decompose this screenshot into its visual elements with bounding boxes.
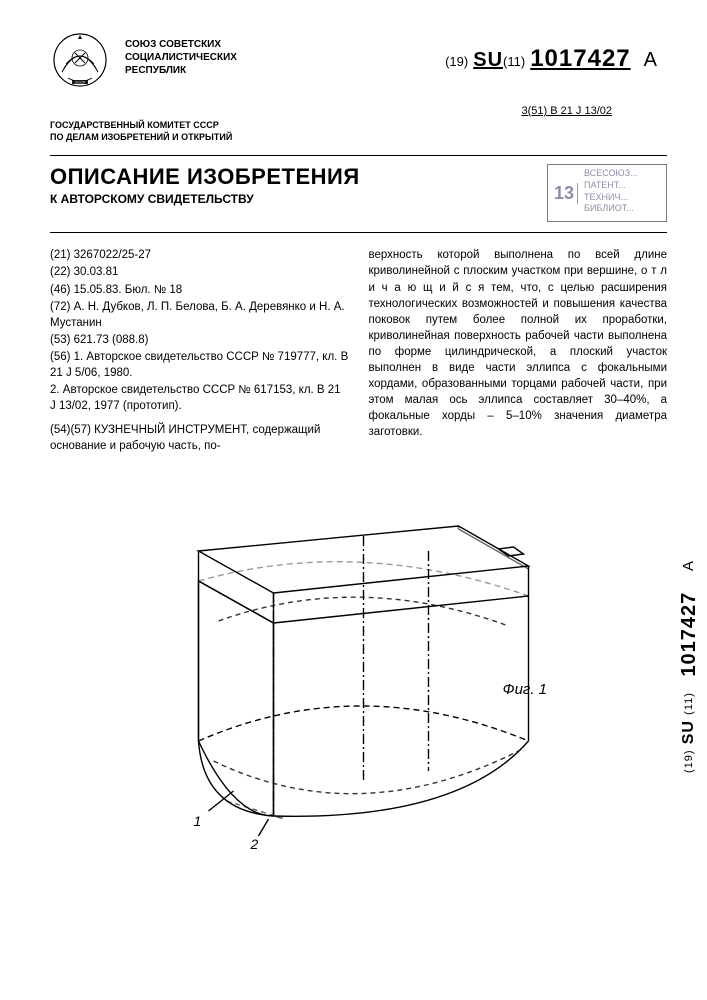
main-title: ОПИСАНИЕ ИЗОБРЕТЕНИЯ xyxy=(50,164,547,190)
field-53: (53) 621.73 (088.8) xyxy=(50,332,349,348)
patent-suffix: A xyxy=(644,49,657,71)
sub-title: К АВТОРСКОМУ СВИДЕТЕЛЬСТВУ xyxy=(50,192,547,206)
field-46: (46) 15.05.83. Бюл. № 18 xyxy=(50,282,349,298)
field-56b: 2. Авторское свидетельство СССР № 617153… xyxy=(50,382,349,414)
field-56a: (56) 1. Авторское свидетельство СССР № 7… xyxy=(50,349,349,381)
patent-number: 1017427 xyxy=(530,45,630,72)
divider xyxy=(50,155,667,156)
side-identifier: (19) SU (11) 1017427 A xyxy=(678,560,701,773)
classification-code: 3(51) B 21 J 13/02 xyxy=(521,105,612,117)
country-code: SU xyxy=(473,49,503,71)
field-72: (72) А. Н. Дубков, Л. П. Белова, Б. А. Д… xyxy=(50,299,349,331)
bibliographic-columns: (21) 3267022/25-27 (22) 30.03.81 (46) 15… xyxy=(50,247,667,455)
title-block: ОПИСАНИЕ ИЗОБРЕТЕНИЯ К АВТОРСКОМУ СВИДЕТ… xyxy=(50,164,547,206)
field-54: (54)(57) КУЗНЕЧНЫЙ ИНСТРУМЕНТ, содержащи… xyxy=(50,422,349,454)
divider xyxy=(50,232,667,233)
committee-name: ГОСУДАРСТВЕННЫЙ КОМИТЕТ СССР ПО ДЕЛАМ ИЗ… xyxy=(50,120,667,143)
right-column: верхность которой выполнена по всей длин… xyxy=(369,247,668,455)
svg-text:CCCP: CCCP xyxy=(75,81,86,85)
field-21: (21) 3267022/25-27 xyxy=(50,247,349,263)
abstract-text: верхность которой выполнена по всей длин… xyxy=(369,247,668,440)
left-column: (21) 3267022/25-27 (22) 30.03.81 (46) 15… xyxy=(50,247,349,455)
ussr-emblem: CCCP xyxy=(50,30,110,95)
figure-1: 1 2 Фиг. 1 xyxy=(50,481,667,861)
patent-identifier: (19) SU(11) 1017427 A xyxy=(445,45,657,73)
prefix-11: (11) xyxy=(503,54,525,69)
ref-2: 2 xyxy=(250,836,259,852)
union-name: СОЮЗ СОВЕТСКИХ СОЦИАЛИСТИЧЕСКИХ РЕСПУБЛИ… xyxy=(125,30,237,77)
stamp-number: 13 xyxy=(551,183,578,204)
ref-1: 1 xyxy=(194,813,202,829)
figure-caption: Фиг. 1 xyxy=(503,681,547,698)
prefix-19: (19) xyxy=(445,54,468,69)
library-stamp: 13 ВСЕСОЮЗ... ПАТЕНТ... ТЕХНИЧ... БИБЛИО… xyxy=(547,164,667,222)
stamp-text: ВСЕСОЮЗ... ПАТЕНТ... ТЕХНИЧ... БИБЛИОТ..… xyxy=(582,168,638,218)
field-22: (22) 30.03.81 xyxy=(50,264,349,280)
